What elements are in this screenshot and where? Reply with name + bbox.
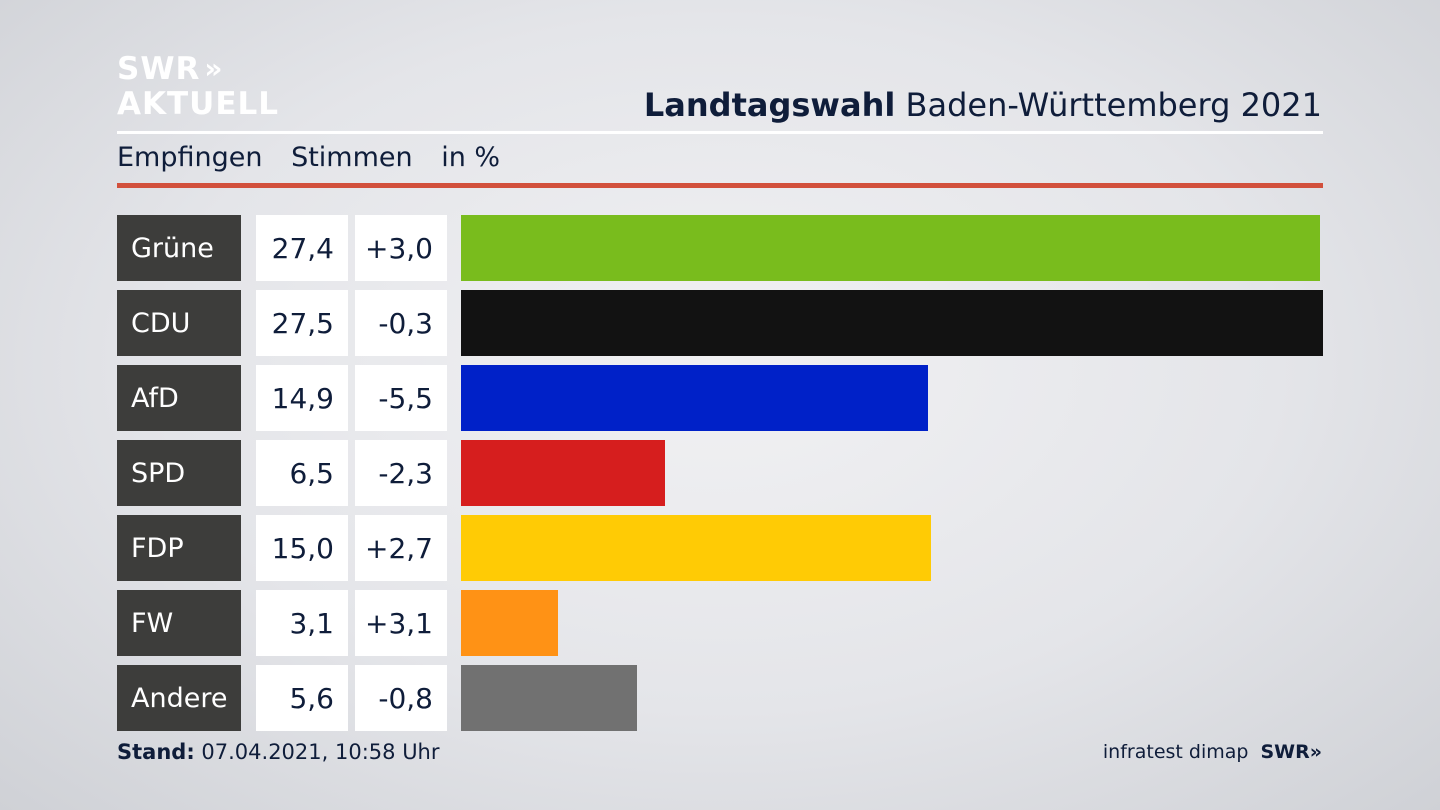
vote-share-bar	[461, 515, 931, 581]
swr-aktuell-logo: SWR» AKTUELL	[117, 52, 279, 120]
source-credit: infratest dimap SWR»	[1103, 741, 1322, 763]
vote-share-bar	[461, 215, 1320, 281]
stand-value: 07.04.2021, 10:58 Uhr	[201, 740, 440, 764]
page-title: Landtagswahl Baden-Württemberg 2021	[644, 86, 1322, 124]
vote-share-bar	[461, 665, 637, 731]
vote-change-label: -0,8	[355, 665, 447, 731]
party-label: FDP	[117, 515, 241, 581]
timestamp: Stand: 07.04.2021, 10:58 Uhr	[117, 740, 440, 764]
party-label: Andere	[117, 665, 241, 731]
title-divider	[117, 131, 1323, 134]
vote-change-label: -0,3	[355, 290, 447, 356]
vote-share-label: 15,0	[256, 515, 348, 581]
subtitle-unit: in %	[441, 142, 501, 173]
party-label: Grüne	[117, 215, 241, 281]
vote-share-label: 27,4	[256, 215, 348, 281]
vote-share-label: 6,5	[256, 440, 348, 506]
logo-aktuell-text: AKTUELL	[117, 86, 280, 122]
subtitle-place: Empfingen	[117, 142, 263, 173]
logo-swr-text: SWR	[117, 50, 201, 87]
source-name: infratest dimap	[1102, 741, 1249, 763]
party-label: FW	[117, 590, 241, 656]
vote-share-label: 3,1	[256, 590, 348, 656]
party-label: SPD	[117, 440, 241, 506]
vote-share-bar	[461, 590, 558, 656]
vote-change-label: +3,0	[355, 215, 447, 281]
vote-share-label: 27,5	[256, 290, 348, 356]
accent-divider	[117, 183, 1323, 188]
title-bold: Landtagswahl	[643, 86, 896, 124]
vote-change-label: +2,7	[355, 515, 447, 581]
vote-change-label: -2,3	[355, 440, 447, 506]
chart-row: Grüne 27,4 +3,0	[117, 215, 1323, 281]
swr-footer-logo: SWR»	[1260, 741, 1322, 763]
chart-row: CDU 27,5 -0,3	[117, 290, 1323, 356]
chart-row: SPD 6,5 -2,3	[117, 440, 1323, 506]
chart-row: AfD 14,9 -5,5	[117, 365, 1323, 431]
party-label: AfD	[117, 365, 241, 431]
party-label: CDU	[117, 290, 241, 356]
chart-row: FW 3,1 +3,1	[117, 590, 1323, 656]
subtitle-measure: Stimmen	[291, 142, 413, 173]
vote-change-label: +3,1	[355, 590, 447, 656]
vote-share-bar	[461, 365, 928, 431]
vote-share-label: 14,9	[256, 365, 348, 431]
vote-share-bar	[461, 440, 665, 506]
vote-share-bar	[461, 290, 1323, 356]
bar-chart: Grüne 27,4 +3,0 CDU 27,5 -0,3 AfD 14,9 -5,5 SPD 6,…	[117, 215, 1323, 740]
stand-label: Stand:	[117, 740, 195, 764]
logo-chevron-icon: »	[204, 52, 222, 85]
title-rest: Baden-Württemberg 2021	[905, 86, 1323, 124]
vote-change-label: -5,5	[355, 365, 447, 431]
subtitle: Empfingen Stimmen in %	[117, 142, 520, 173]
vote-share-label: 5,6	[256, 665, 348, 731]
chart-row: Andere 5,6 -0,8	[117, 665, 1323, 731]
chart-row: FDP 15,0 +2,7	[117, 515, 1323, 581]
